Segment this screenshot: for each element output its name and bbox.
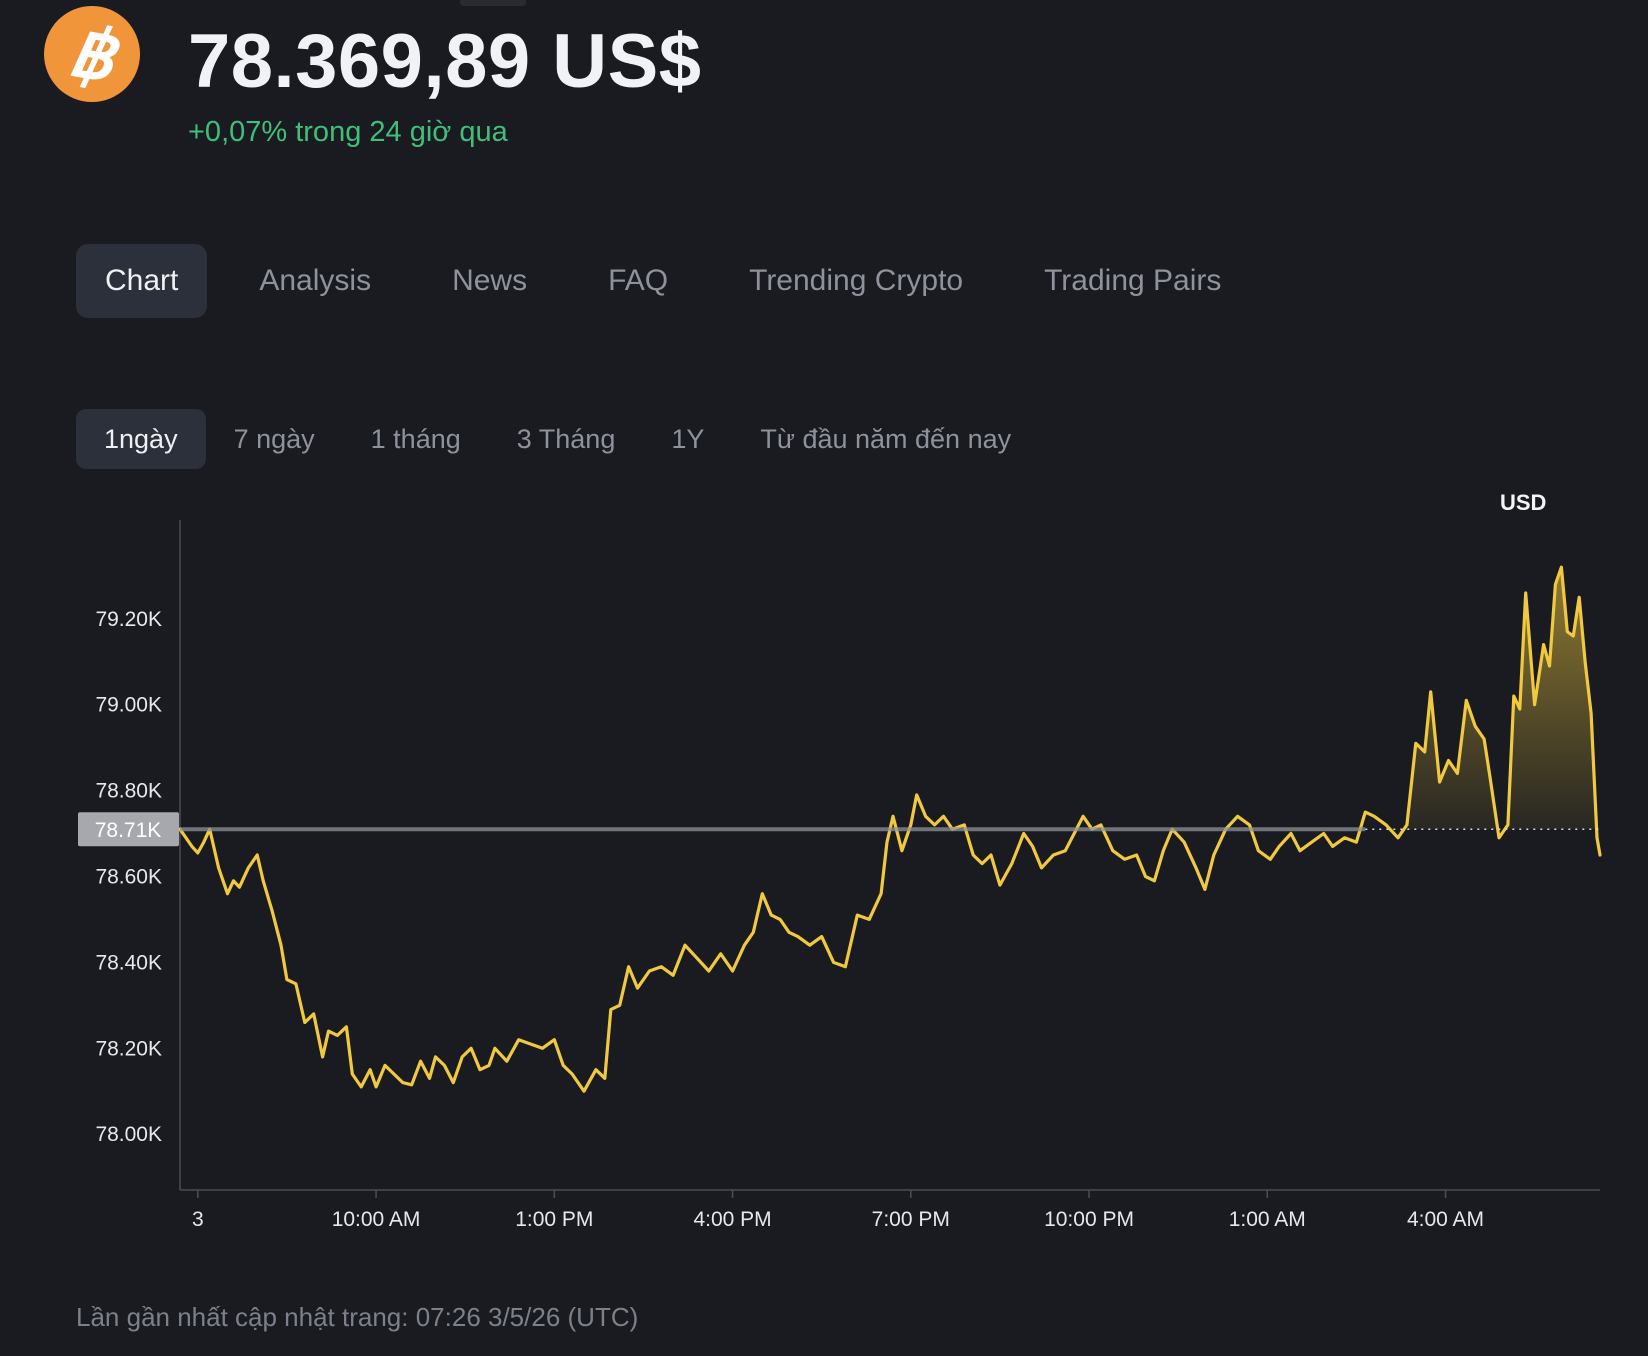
tab-news[interactable]: News <box>452 264 528 297</box>
tab-trending-crypto[interactable]: Trending Crypto <box>749 264 964 297</box>
reference-price-badge <box>78 812 179 847</box>
y-tick-label: 78.40K <box>95 951 162 974</box>
last-updated: Lần gần nhất cập nhật trang: 07:26 3/5/2… <box>76 1302 639 1332</box>
x-tick-label: 10:00 PM <box>1044 1208 1134 1231</box>
drag-handle <box>460 0 526 6</box>
y-tick-label: 78.00K <box>95 1123 162 1146</box>
y-tick-label: 78.60K <box>95 865 162 888</box>
section-tabs: Chart Analysis News FAQ Trending Crypto … <box>76 244 1273 318</box>
range-1-year[interactable]: 1Y <box>671 424 705 454</box>
x-tick-label: 4:00 PM <box>693 1208 771 1231</box>
x-tick-label: 3 <box>192 1208 204 1231</box>
tab-trading-pairs[interactable]: Trading Pairs <box>1044 264 1222 297</box>
coin-price: 78.369,89 US$ <box>188 19 702 104</box>
range-1-month[interactable]: 1 tháng <box>370 424 461 454</box>
range-ytd[interactable]: Từ đầu năm đến nay <box>760 424 1012 454</box>
x-tick-label: 10:00 AM <box>332 1208 421 1231</box>
x-tick-label: 4:00 AM <box>1407 1208 1484 1231</box>
y-tick-label: 78.20K <box>95 1037 162 1060</box>
y-tick-label: 78.80K <box>95 780 162 803</box>
x-tick-label: 1:00 AM <box>1229 1208 1306 1231</box>
range-1-day[interactable]: 1ngày <box>76 409 206 469</box>
x-tick-label: 1:00 PM <box>515 1208 593 1231</box>
range-3-months[interactable]: 3 Tháng <box>516 424 616 454</box>
time-range-selector: 1ngày 7 ngày 1 tháng 3 Tháng 1Y Từ đầu n… <box>76 409 1039 469</box>
tab-analysis[interactable]: Analysis <box>259 264 372 297</box>
tab-faq[interactable]: FAQ <box>608 264 669 297</box>
y-tick-label: 79.00K <box>95 694 162 717</box>
x-tick-label: 7:00 PM <box>872 1208 950 1231</box>
price-line <box>178 565 1602 1093</box>
y-tick-label: 79.20K <box>95 608 162 631</box>
chart-currency-label: USD <box>1500 490 1547 515</box>
price-change-24h: +0,07% trong 24 giờ qua <box>188 116 508 148</box>
reference-price-label: 78.71K <box>95 819 162 842</box>
range-7-days[interactable]: 7 ngày <box>233 424 315 454</box>
tab-chart[interactable]: Chart <box>76 244 208 318</box>
bitcoin-icon: ฿ <box>44 6 140 102</box>
